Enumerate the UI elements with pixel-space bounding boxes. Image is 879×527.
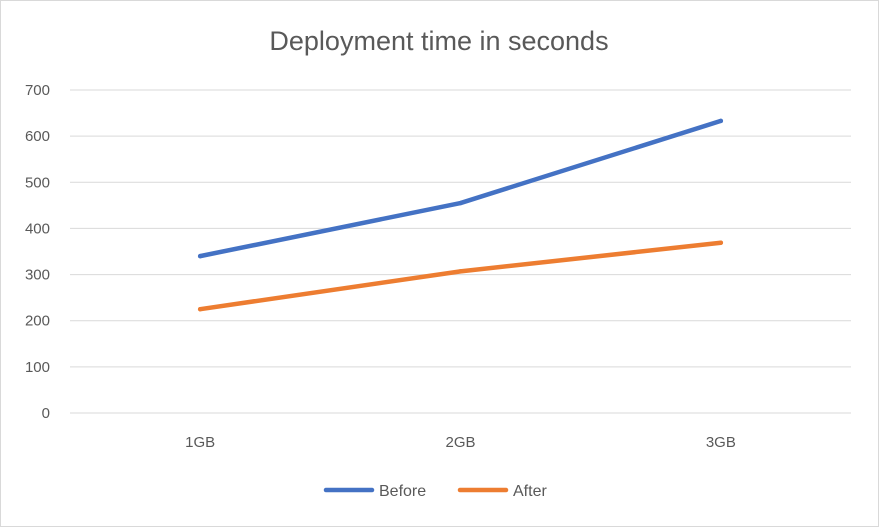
data-point-before: [197, 253, 203, 259]
data-point-before: [458, 200, 463, 206]
x-tick-label: 3GB: [706, 434, 736, 451]
series-line-before: [197, 118, 724, 259]
legend-label-before: Before: [379, 483, 426, 500]
x-axis-ticks: 1GB 2GB 3GB: [185, 434, 736, 451]
data-point-after: [458, 269, 463, 274]
series-line-after: [197, 240, 724, 312]
data-point-before: [718, 118, 724, 124]
y-tick-label: 300: [25, 267, 50, 284]
data-point-after: [197, 306, 203, 312]
legend-label-after: After: [513, 483, 547, 500]
series-lines: [197, 118, 724, 312]
y-tick-label: 0: [42, 405, 50, 422]
x-tick-label: 2GB: [445, 434, 475, 451]
y-tick-label: 500: [25, 174, 50, 191]
y-tick-label: 100: [25, 359, 50, 376]
y-tick-label: 400: [25, 220, 50, 237]
y-tick-label: 700: [25, 82, 50, 99]
y-axis-ticks: 0 100 200 300 400 500 600 700: [25, 82, 50, 422]
x-tick-label: 1GB: [185, 434, 215, 451]
legend: Before After: [323, 483, 547, 500]
chart-title: Deployment time in seconds: [269, 26, 608, 56]
gridlines: [70, 89, 851, 414]
data-point-after: [718, 240, 724, 245]
y-tick-label: 200: [25, 313, 50, 330]
y-tick-label: 600: [25, 128, 50, 145]
